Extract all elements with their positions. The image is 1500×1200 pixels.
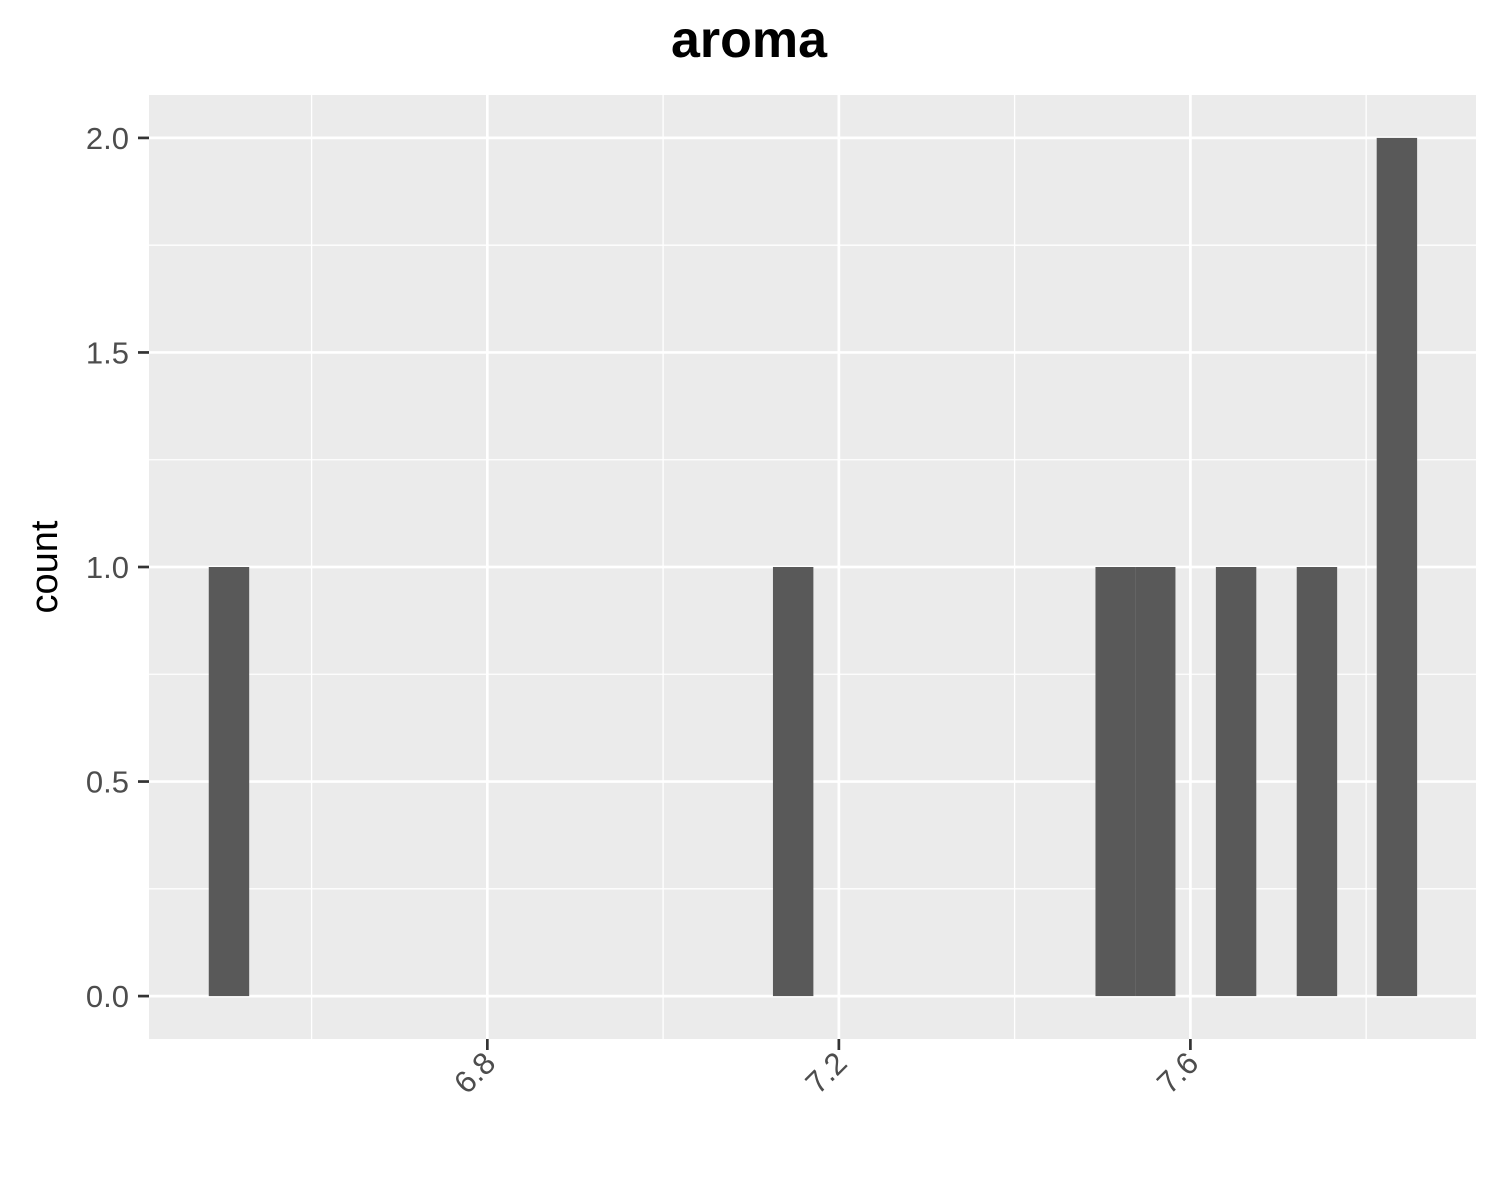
x-tick-label: 7.2: [799, 1045, 854, 1100]
x-tick-label: 7.6: [1150, 1045, 1205, 1100]
histogram-bar-7: [1376, 137, 1418, 997]
bar-series: [208, 137, 1418, 997]
y-axis-label: count: [24, 520, 66, 613]
histogram-bar-5: [1215, 567, 1257, 997]
histogram-bar-4: [1135, 567, 1176, 997]
histogram-bar-6: [1296, 567, 1338, 997]
x-tick-label: 6.8: [447, 1045, 502, 1100]
y-tick-label: 1.0: [86, 550, 129, 585]
y-tick-label: 2.0: [86, 121, 129, 156]
chart-title: aroma: [671, 11, 828, 69]
histogram-bar-1: [208, 567, 250, 997]
histogram-bar-3: [1095, 567, 1136, 997]
y-tick-label: 0.0: [86, 979, 129, 1014]
x-axis: 6.8 7.2 7.6: [447, 1039, 1205, 1100]
y-tick-label: 1.5: [86, 335, 129, 370]
histogram-bar-2: [772, 567, 814, 997]
y-axis: 0.0 0.5 1.0 1.5 2.0: [86, 121, 149, 1014]
y-tick-label: 0.5: [86, 765, 129, 800]
